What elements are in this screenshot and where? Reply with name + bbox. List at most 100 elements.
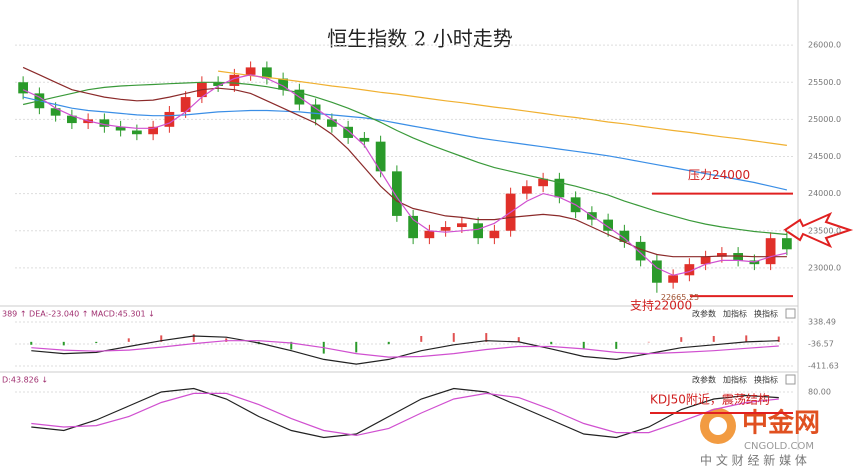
logo-inner — [709, 417, 727, 435]
indicator-header: 389 ↑ DEA:-23.040 ↑ MACD:45.301 ↓ — [2, 310, 155, 319]
histogram-bar — [225, 338, 228, 342]
histogram-bar — [62, 341, 65, 346]
candle-body — [635, 241, 646, 261]
candle-body — [359, 137, 370, 142]
y-tick-label: 26000.0 — [808, 41, 841, 50]
histogram-bar — [517, 337, 520, 342]
histogram-bar — [777, 336, 780, 342]
toolbar-button[interactable]: 换指标 — [754, 375, 778, 385]
arrow-icon — [783, 211, 854, 249]
candle-body — [619, 230, 630, 242]
annotation-text: KDJ50附近，震荡结构 — [650, 392, 770, 407]
candle-body — [245, 67, 256, 75]
line-series — [31, 340, 779, 358]
histogram-bar — [420, 335, 423, 342]
annotation-text: 支持22000 — [630, 298, 692, 313]
line-series — [31, 335, 779, 365]
candle-body — [213, 82, 223, 86]
y-tick-label: 80.00 — [808, 388, 831, 397]
histogram-bar — [95, 341, 98, 344]
candle-body — [424, 230, 435, 239]
y-tick-label: 24500.0 — [808, 152, 841, 161]
candle-body — [554, 178, 565, 198]
candle-body — [733, 253, 743, 261]
candle-body — [343, 126, 353, 138]
histogram-bar — [160, 335, 163, 342]
line-series — [22, 66, 787, 258]
y-tick-label: 24000.0 — [808, 189, 841, 198]
y-tick-label: 23000.0 — [808, 263, 841, 272]
candle-body — [489, 230, 500, 239]
histogram-bar — [615, 341, 618, 349]
line-series — [22, 74, 788, 276]
histogram-bar — [712, 335, 715, 342]
toolbar-button[interactable]: 加指标 — [723, 375, 747, 385]
indicator-header: D:43.826 ↓ — [2, 376, 48, 385]
candle-body — [392, 171, 402, 216]
line-series — [22, 81, 787, 236]
candle-body — [180, 97, 191, 112]
candle-body — [148, 126, 158, 135]
watermark-slogan: 中 文 财 经 新 媒 体 — [700, 453, 807, 468]
y-tick-label: 25000.0 — [808, 115, 841, 124]
histogram-bar — [452, 333, 455, 342]
line-series — [31, 392, 779, 437]
line-series — [218, 70, 787, 146]
candle-body — [473, 223, 483, 239]
candle-body — [684, 264, 695, 276]
candle-body — [310, 104, 321, 120]
y-tick-label: 25500.0 — [808, 78, 841, 87]
candle-body — [603, 219, 613, 231]
candle-body — [18, 82, 28, 94]
histogram-bar — [647, 341, 650, 343]
histogram-bar — [192, 334, 195, 342]
y-tick-label: 23500.0 — [808, 226, 841, 235]
chart-title: 恒生指数 2 小时走势 — [327, 27, 512, 51]
histogram-bar — [387, 341, 390, 345]
candle-body — [50, 108, 61, 116]
histogram-bar — [582, 341, 585, 350]
annotation-text: 压力24000 — [688, 168, 750, 182]
candle-body — [457, 223, 467, 228]
low-label: 22665.25 — [661, 293, 699, 302]
candle-body — [440, 227, 451, 231]
line-series — [31, 387, 779, 439]
candle-body — [538, 178, 548, 187]
candle-body — [99, 119, 110, 127]
candle-body — [522, 186, 532, 194]
histogram-bar — [485, 333, 488, 342]
candle-body — [67, 115, 77, 124]
histogram-bar — [355, 341, 358, 353]
candle-body — [132, 130, 142, 135]
candle-body — [375, 141, 386, 172]
candle-body — [652, 260, 662, 283]
candle-body — [717, 253, 727, 257]
candle-body — [782, 238, 792, 250]
y-tick-label: 338.49 — [808, 318, 836, 327]
close-button[interactable] — [785, 308, 796, 319]
candle-body — [327, 119, 337, 127]
histogram-bar — [550, 341, 553, 345]
toolbar-button[interactable]: 改参数 — [692, 375, 716, 385]
candle-body — [700, 256, 711, 265]
candle-body — [668, 275, 678, 283]
y-tick-label: -411.63 — [808, 361, 839, 370]
watermark-site: CNGOLD.COM — [744, 441, 814, 452]
close-button[interactable] — [785, 374, 796, 385]
histogram-bar — [30, 341, 33, 345]
watermark: 中金网 CNGOLD.COM 中 文 财 经 新 媒 体 — [700, 408, 820, 468]
histogram-bar — [680, 337, 683, 342]
candle-body — [262, 67, 272, 79]
candle-body — [278, 78, 288, 90]
candle-body — [408, 215, 418, 239]
toolbar-button[interactable]: 换指标 — [754, 309, 778, 319]
candle-body — [115, 126, 126, 131]
line-series — [22, 96, 788, 191]
y-tick-label: -36.57 — [808, 339, 834, 348]
toolbar-button[interactable]: 加指标 — [723, 309, 747, 319]
toolbar-button[interactable]: 改参数 — [692, 309, 716, 319]
candle-body — [229, 74, 240, 86]
histogram-bar — [127, 338, 130, 342]
histogram-bar — [745, 335, 748, 342]
